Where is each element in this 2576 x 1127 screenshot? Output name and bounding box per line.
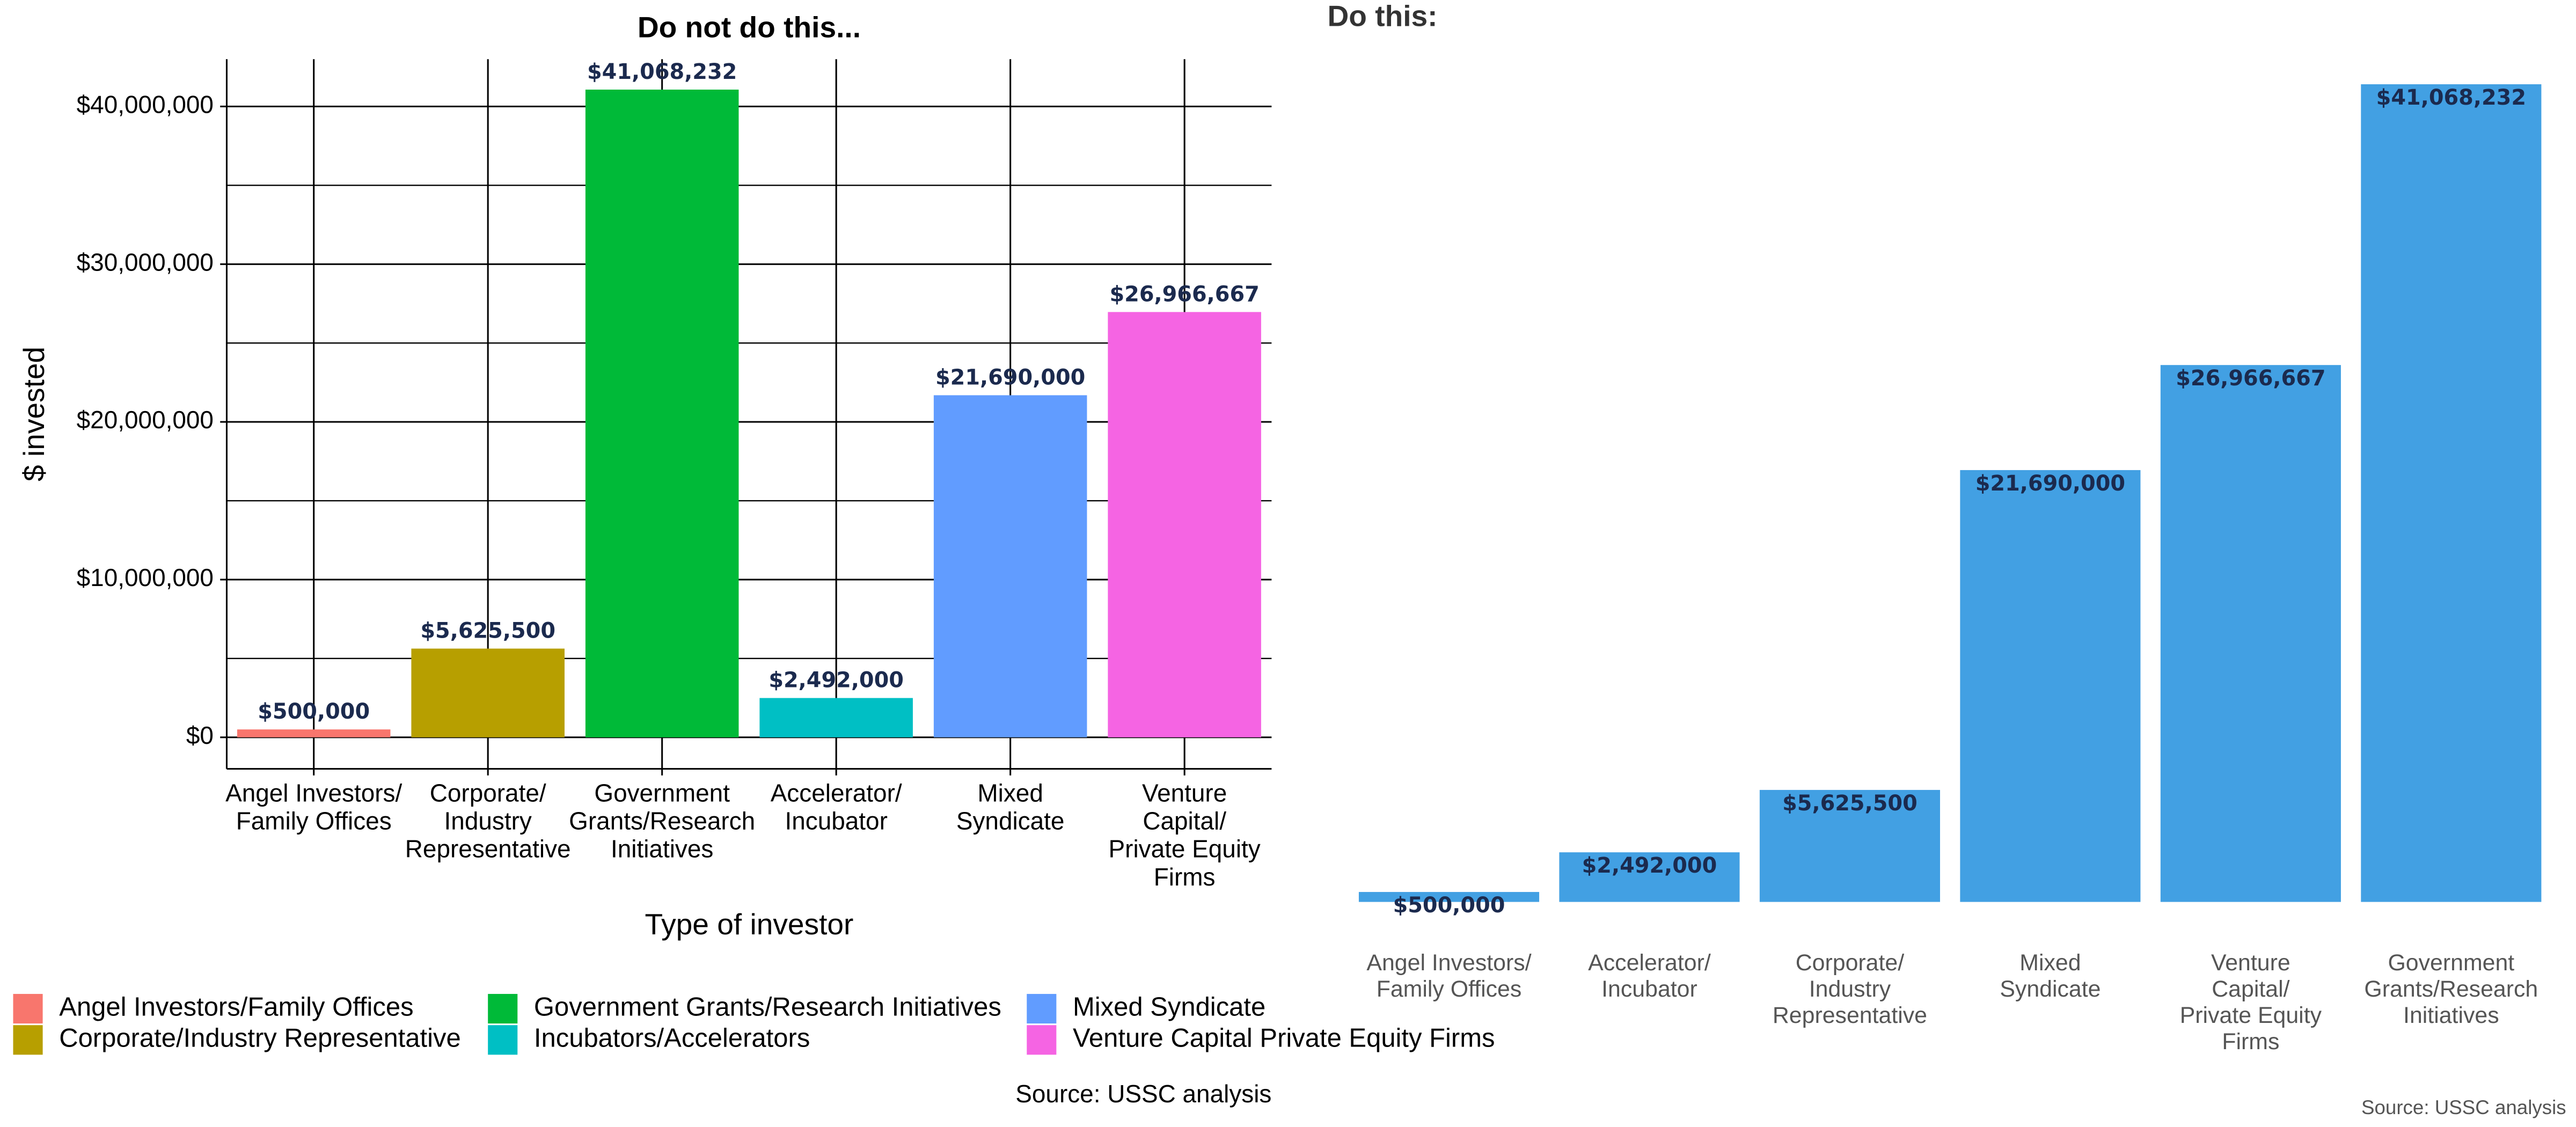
value-label: $5,625,500 — [1782, 791, 1918, 816]
bar — [1358, 892, 1540, 902]
x-tick-label: Mixed Syndicate — [2000, 950, 2101, 1002]
value-label: $41,068,232 — [2376, 85, 2526, 110]
x-axis-label: Type of investor — [645, 908, 853, 941]
bar — [237, 729, 391, 737]
value-label: $500,000 — [1393, 893, 1505, 918]
value-label: $21,690,000 — [935, 365, 1085, 390]
bar — [1559, 852, 1740, 902]
value-label: $26,966,667 — [2176, 366, 2325, 391]
legend-swatch — [488, 994, 518, 1024]
y-axis-label: $ invested — [17, 347, 50, 481]
legend-label: Government Grants/Research Initiatives — [534, 993, 1001, 1022]
x-tick-label: Accelerator/Incubator — [1588, 950, 1711, 1002]
value-label: $21,690,000 — [1975, 471, 2125, 496]
x-tick-label: Angel Investors/Family Offices — [1366, 950, 1531, 1002]
legend-swatch — [13, 994, 43, 1024]
y-tick-label: $10,000,000 — [77, 564, 214, 591]
y-tick-label: $0 — [186, 721, 214, 749]
bar — [585, 89, 739, 737]
legend-label: Venture Capital Private Equity Firms — [1073, 1024, 1495, 1053]
y-tick-label: $40,000,000 — [77, 90, 214, 118]
value-label: $500,000 — [258, 699, 370, 724]
bar — [411, 648, 565, 737]
x-tick-label: Government Grants/Research Initiatives — [2364, 950, 2538, 1028]
x-tick-label: Venture Capital/Private Equity Firms — [2180, 950, 2322, 1055]
value-label: $2,492,000 — [769, 668, 904, 693]
y-tick-label: $30,000,000 — [77, 248, 214, 276]
x-tick-label: Accelerator/Incubator — [771, 779, 902, 835]
legend-swatch — [13, 1025, 43, 1055]
bar — [1960, 470, 2141, 902]
legend-label: Corporate/Industry Representative — [59, 1024, 461, 1053]
value-label: $2,492,000 — [1582, 853, 1717, 878]
source: Source: USSC analysis — [2361, 1096, 2566, 1118]
bar — [1759, 789, 1940, 902]
legend-label: Incubators/Accelerators — [534, 1024, 810, 1053]
source: Source: USSC analysis — [1015, 1080, 1271, 1108]
legend-swatch — [488, 1025, 518, 1055]
bar — [2361, 84, 2542, 902]
bar — [933, 395, 1087, 737]
legend-swatch — [1027, 1025, 1057, 1055]
x-tick-label: Government Grants/Research Initiatives — [569, 779, 755, 863]
x-tick-label: Mixed Syndicate — [956, 779, 1065, 835]
x-tick-label: Angel Investors/Family Offices — [225, 779, 402, 835]
bar — [1108, 312, 1261, 737]
value-label: $41,068,232 — [587, 60, 737, 84]
value-label: $26,966,667 — [1109, 282, 1259, 306]
value-label: $5,625,500 — [420, 618, 555, 643]
legend-label: Angel Investors/Family Offices — [59, 993, 413, 1022]
bar — [759, 698, 913, 737]
legend-swatch — [1027, 994, 1057, 1024]
chart-title: Do not do this... — [638, 11, 861, 44]
y-tick-label: $20,000,000 — [77, 406, 214, 434]
bar — [2160, 365, 2341, 902]
x-tick-label: Corporate/Industry Representative — [1773, 950, 1927, 1028]
legend-label: Mixed Syndicate — [1073, 993, 1265, 1022]
chart-title: Do this: — [1327, 0, 1437, 32]
x-tick-label: Venture Capital/Private Equity Firms — [1109, 779, 1261, 891]
x-tick-label: Corporate/Industry Representative — [405, 779, 571, 863]
